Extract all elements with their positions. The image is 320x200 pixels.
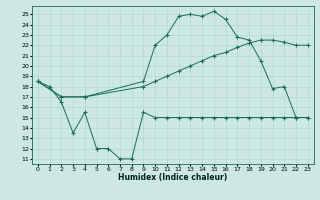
X-axis label: Humidex (Indice chaleur): Humidex (Indice chaleur) <box>118 173 228 182</box>
